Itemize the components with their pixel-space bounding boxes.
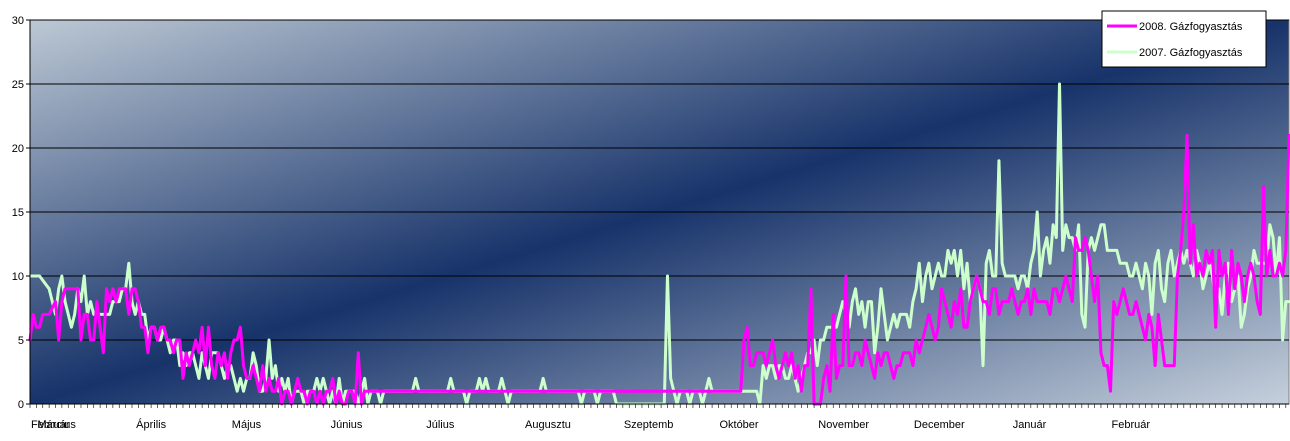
series-line-2008: [28, 133, 1290, 406]
y-axis-tick-labels: 0 5 10 15 20 25 30: [12, 15, 30, 411]
y-tick-label: 20: [12, 143, 24, 155]
x-tick-label: Január: [1013, 419, 1047, 431]
x-tick-label: November: [818, 419, 869, 431]
y-tick-label: 10: [12, 271, 24, 283]
y-tick-label: 0: [18, 399, 24, 411]
legend-box: [1101, 10, 1267, 68]
legend-label-2008: 2008. Gázfogyasztás: [1139, 21, 1243, 33]
y-tick-label: 5: [18, 335, 24, 347]
x-tick-label: Június: [331, 419, 363, 431]
legend: 2008. Gázfogyasztás 2007. Gázfogyasztás: [1101, 10, 1267, 68]
y-tick-label: 30: [12, 15, 24, 27]
x-tick-label: Február: [1112, 419, 1151, 431]
y-tick-label: 15: [12, 207, 24, 219]
x-tick-label: Május: [232, 419, 262, 431]
x-tick-label: Július: [426, 419, 455, 431]
x-tick-label: Március: [37, 419, 76, 431]
x-tick-label: Február: [31, 419, 70, 431]
x-tick-label: Április: [136, 418, 166, 431]
x-tick-label: December: [914, 419, 965, 431]
y-tick-label: 25: [12, 79, 24, 91]
legend-label-2007: 2007. Gázfogyasztás: [1139, 47, 1243, 59]
x-tick-label: Augusztu: [525, 419, 571, 431]
x-tick-label: Október: [719, 419, 758, 431]
x-axis-ticks: [29, 404, 1287, 408]
x-tick-label: Szeptemb: [624, 419, 674, 431]
